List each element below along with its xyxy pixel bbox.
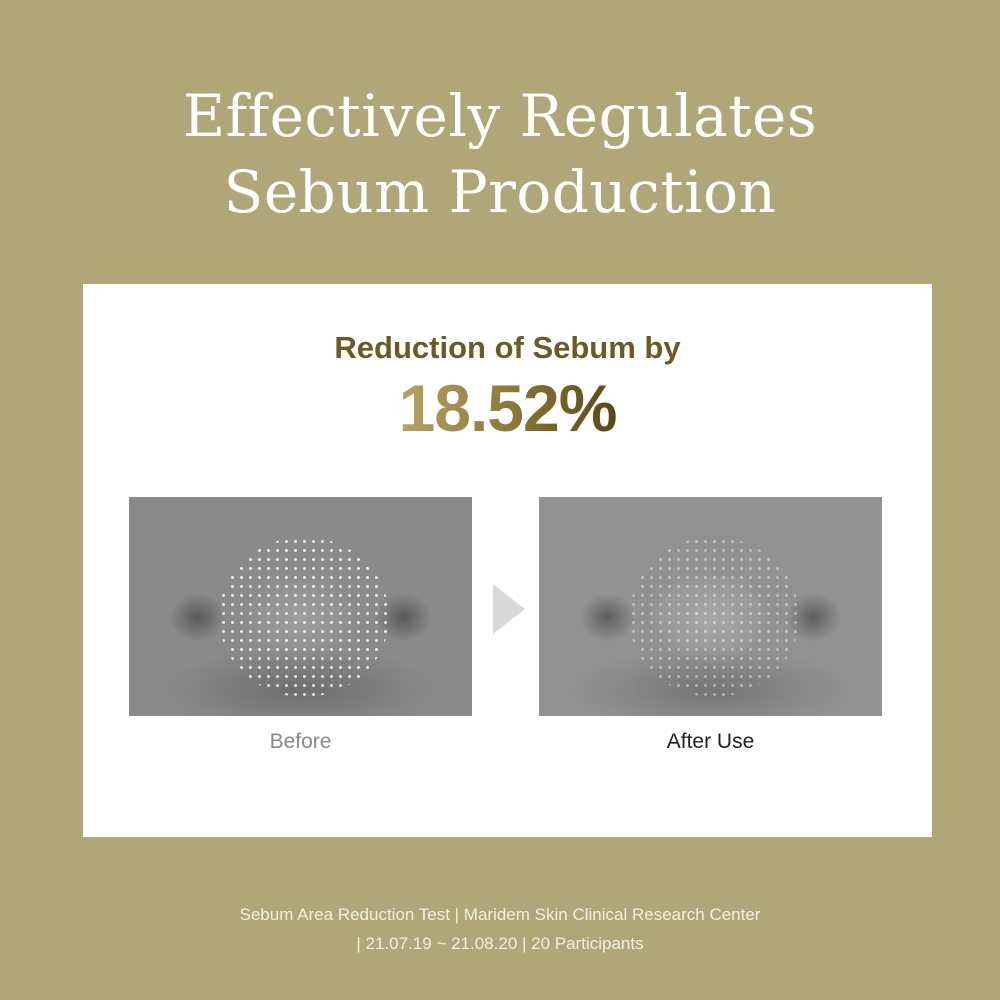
- before-photo: [129, 497, 472, 716]
- headline: Effectively Regulates Sebum Production: [0, 78, 1000, 230]
- headline-line-1: Effectively Regulates: [182, 82, 818, 150]
- pore-texture: [629, 537, 799, 697]
- footnote-line-1: Sebum Area Reduction Test | Maridem Skin…: [239, 905, 761, 924]
- triangle-right-icon: [493, 584, 525, 634]
- footnote-line-2: | 21.07.19 ~ 21.08.20 | 20 Participants: [356, 934, 644, 953]
- footnote: Sebum Area Reduction Test | Maridem Skin…: [0, 900, 1000, 958]
- result-subtitle: Reduction of Sebum by: [334, 330, 681, 365]
- pore-texture: [219, 537, 389, 697]
- headline-line-2: Sebum Production: [223, 158, 777, 226]
- after-caption: After Use: [666, 730, 755, 753]
- reduction-percentage: 18.52%: [398, 371, 618, 445]
- result-card: Reduction of Sebum by 18.52% Before Afte…: [83, 284, 932, 837]
- after-photo: [539, 497, 882, 716]
- before-caption: Before: [269, 730, 332, 753]
